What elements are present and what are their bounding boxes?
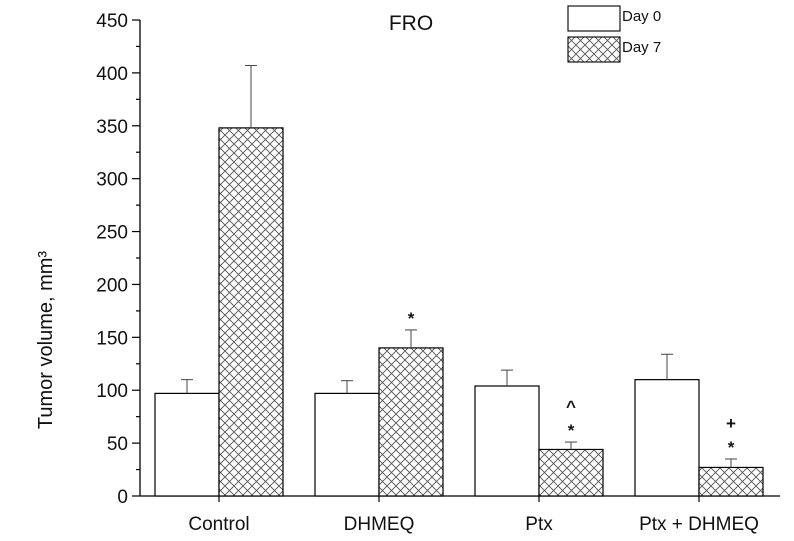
y-tick-label: 400 (96, 64, 128, 85)
legend-swatch (567, 36, 621, 63)
bar-day-7 (698, 466, 764, 497)
legend-swatch (567, 5, 621, 32)
axes: 0 50 100 150 200 250 300 350 400 450 Control DHMEQ P… (96, 11, 780, 535)
y-tick-label: 150 (96, 328, 128, 349)
significance-mark: * (408, 309, 415, 328)
bar-day-0 (154, 392, 220, 497)
y-tick-label: 300 (96, 170, 128, 191)
legend-label: Day 0 (622, 8, 661, 25)
legend: Day 0 Day 7 (567, 5, 661, 63)
bar-day-7 (378, 347, 444, 497)
bars (154, 127, 764, 497)
y-tick-label: 200 (96, 275, 128, 296)
bar-day-0 (634, 379, 700, 497)
significance-mark: * (568, 421, 575, 440)
significance-mark: * (728, 438, 735, 457)
bar-day-0 (314, 392, 380, 497)
y-tick-label: 250 (96, 223, 128, 244)
y-tick-label: 350 (96, 117, 128, 138)
y-tick-label: 450 (96, 11, 128, 32)
bar-day-0 (474, 385, 540, 497)
y-axis-label: Tumor volume, mm³ (35, 251, 57, 430)
significance-markers: * * ^ * + (408, 309, 736, 457)
legend-label: Day 7 (622, 39, 661, 56)
y-tick-label: 100 (96, 381, 128, 402)
bar-day-7 (538, 448, 604, 497)
x-category-label: DHMEQ (344, 514, 415, 535)
bar-day-7 (218, 127, 284, 497)
y-tick-label: 50 (107, 434, 128, 455)
significance-mark: ^ (566, 397, 576, 416)
chart-title: FRO (389, 12, 433, 35)
x-category-label: Ptx + DHMEQ (639, 514, 759, 535)
y-tick-label: 0 (117, 487, 128, 508)
significance-mark: + (726, 414, 736, 433)
x-category-label: Control (188, 514, 249, 535)
x-category-label: Ptx (525, 514, 553, 535)
error-bars (181, 64, 737, 468)
